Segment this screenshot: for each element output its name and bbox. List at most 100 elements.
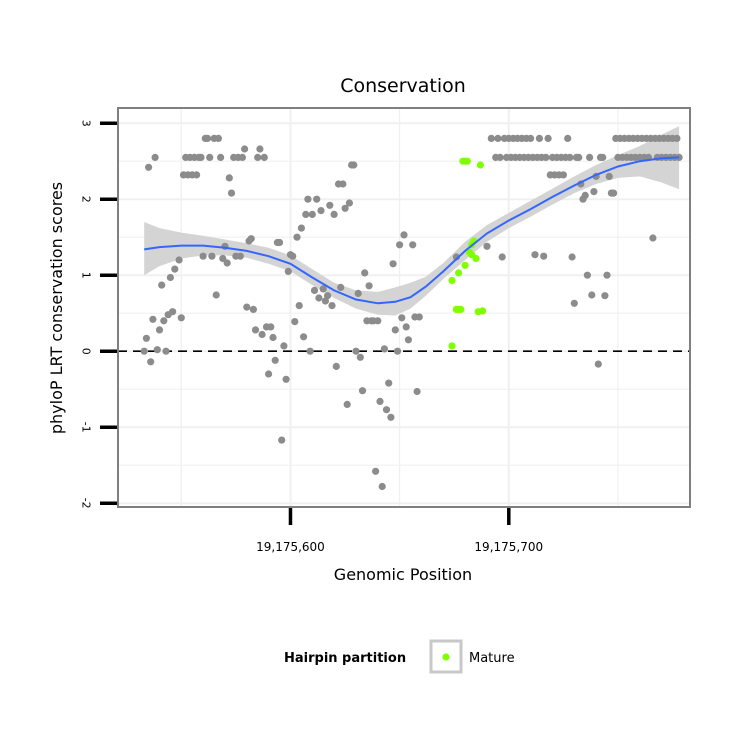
data-point [380,345,388,353]
data-point [356,353,364,361]
data-point [291,318,299,326]
data-point [588,291,596,299]
data-point [282,375,290,383]
data-point [310,286,319,294]
data-point [208,252,216,260]
data-point [391,326,399,334]
y-tick-label: -1 [80,422,93,433]
data-point [540,252,548,260]
data-point [374,317,382,325]
data-point [483,242,491,250]
data-point-mature [448,342,456,350]
data-point [610,189,618,197]
data-point [531,251,539,259]
data-point [217,153,225,161]
data-point [214,134,222,142]
data-point [544,134,552,142]
data-point [575,153,583,161]
data-point [389,260,397,268]
data-point [199,252,207,260]
y-tick-label: 1 [80,272,93,279]
data-point [155,326,164,334]
data-point [304,195,312,203]
legend-title: Hairpin partition [284,651,406,666]
data-point [267,323,275,331]
data-point [527,134,535,142]
data-point [496,153,504,161]
data-point [227,189,236,197]
data-point [219,254,227,263]
y-axis-title: phyloP LRT conservation scores [47,182,66,434]
x-axis: 19,175,600 19,175,700 [256,508,543,554]
data-point [594,360,602,368]
data-point [251,326,260,334]
data-point [315,294,323,302]
data-point [249,305,257,313]
data-point-mature [457,305,465,313]
data-point [599,153,607,161]
data-point [225,174,233,182]
data-point [376,397,384,405]
data-point-mature [479,307,487,315]
data-point-mature [455,269,463,277]
data-point [365,282,373,290]
data-point [324,292,332,300]
data-point [498,253,506,261]
data-point [269,333,277,342]
plot-frame [117,107,691,508]
data-point [265,370,273,378]
data-point [166,273,174,282]
data-point-mature [472,254,480,263]
data-point [605,172,613,180]
data-point [317,207,325,215]
data-point [162,347,170,355]
data-point [243,303,251,311]
data-point [566,153,574,161]
data-point [535,134,544,142]
data-point [326,201,334,209]
data-point [396,241,404,249]
data-point [601,292,609,300]
data-point [341,204,349,212]
data-point [142,334,150,342]
data-point [169,308,177,316]
data-point [278,436,286,444]
data-point [147,358,155,366]
data-point [223,259,231,267]
plot-area [117,107,691,508]
data-point [276,238,284,247]
data-point [308,210,316,218]
data-point [295,302,303,310]
legend-label-mature: Mature [469,651,515,666]
data-point [238,153,246,161]
data-point [358,387,367,395]
data-point [177,314,185,322]
data-point [160,317,168,325]
data-point [382,406,391,414]
data-point [339,180,347,188]
data-point [151,153,159,161]
data-point [140,347,148,355]
data-point [564,134,572,142]
data-point [581,191,589,199]
data-point [361,269,369,277]
data-point [332,362,340,370]
data-point [206,153,214,161]
data-point [590,188,598,196]
data-point [570,299,578,307]
data-point [280,342,288,350]
data-point [247,235,255,243]
data-point [400,231,408,239]
data-point [568,253,576,261]
data-point [350,161,358,169]
data-point [494,134,502,142]
data-point [328,302,336,310]
data-point [289,252,297,260]
data-point [393,347,402,355]
data-point [352,347,360,355]
x-axis-title: Genomic Position [334,565,472,584]
data-point-mature [463,157,471,165]
x-tick-label: 19,175,700 [474,540,543,554]
points-mature [448,157,487,350]
